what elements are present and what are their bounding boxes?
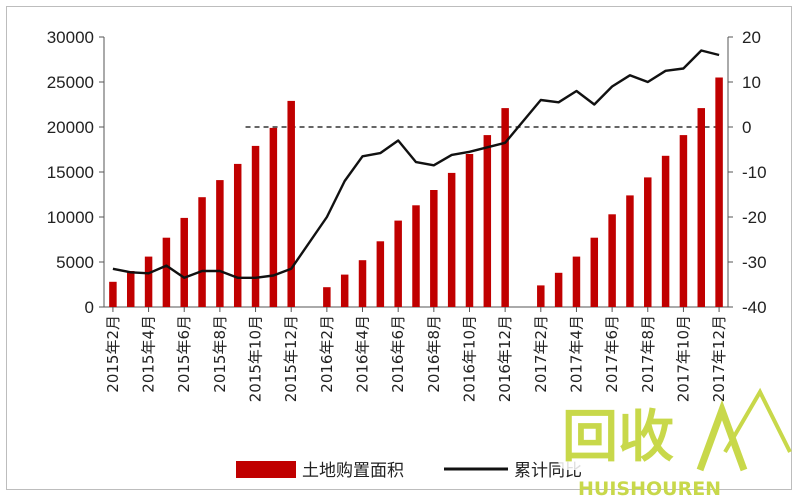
- x-tick-label: 2015年12月: [282, 315, 300, 402]
- watermark-peak2-icon: [723, 387, 792, 454]
- y-right-tick-label: -30: [742, 253, 767, 272]
- bar: [233, 163, 242, 307]
- bar: [216, 180, 224, 307]
- x-tick-label: 2016年6月: [389, 315, 407, 393]
- x-tick-label: 2015年8月: [211, 315, 229, 393]
- bar: [269, 127, 278, 308]
- watermark-text: 回收: [562, 405, 674, 470]
- chart-frame: [6, 6, 792, 490]
- x-tick-label: 2016年12月: [496, 315, 514, 402]
- x-tick-label: 2016年8月: [425, 315, 443, 393]
- y-left-tick-label: 20000: [47, 118, 94, 137]
- yoy-line: [112, 49, 720, 279]
- x-tick-label: 2016年10月: [460, 315, 478, 402]
- x-tick-label: 2015年4月: [140, 315, 158, 393]
- y-left-tick-label: 25000: [47, 73, 94, 92]
- x-tick-label: 2015年2月: [104, 315, 122, 393]
- bar: [465, 154, 474, 307]
- x-tick-label: 2015年10月: [247, 315, 265, 402]
- y-right-tick-label: 20: [742, 28, 761, 47]
- y-right-tick-label: -20: [742, 208, 767, 227]
- y-left-tick-label: 15000: [47, 163, 94, 182]
- bar: [162, 237, 171, 307]
- bar: [376, 241, 385, 307]
- bar: [358, 260, 367, 307]
- bar: [323, 287, 331, 307]
- watermark-logo: 回收 HUISHOUREN: [558, 387, 792, 500]
- bar: [590, 237, 599, 307]
- bar: [251, 145, 260, 307]
- legend-bar-swatch: [236, 461, 296, 478]
- y-left-tick-label: 0: [85, 298, 94, 317]
- legend: 土地购置面积 累计同比: [236, 461, 582, 481]
- bar: [180, 217, 188, 307]
- bar: [412, 205, 420, 307]
- bar: [661, 155, 670, 307]
- x-tick-label: 2017年2月: [532, 315, 550, 393]
- x-tick-label: 2016年4月: [354, 315, 372, 393]
- bar: [198, 197, 206, 307]
- bar: [126, 271, 135, 307]
- bar: [501, 108, 509, 307]
- bar: [447, 172, 456, 307]
- legend-bar-label: 土地购置面积: [302, 461, 404, 481]
- bar: [430, 190, 438, 307]
- bar: [340, 274, 349, 307]
- y-right-tick-label: 10: [742, 73, 761, 92]
- x-tick-label: 2015年6月: [175, 315, 193, 393]
- bar: [394, 220, 402, 307]
- y-left-tick-label: 10000: [47, 208, 94, 227]
- watermark-backdrop: [558, 398, 680, 470]
- bar: [144, 256, 153, 307]
- bar: [697, 108, 706, 307]
- bar: [554, 272, 563, 307]
- bar: [483, 135, 492, 307]
- watermark-peak-icon: [696, 399, 748, 472]
- bar: [679, 135, 688, 307]
- bar: [715, 77, 723, 307]
- y-right-tick-label: -40: [742, 298, 767, 317]
- y-left-tick-label: 5000: [56, 253, 94, 272]
- bar: [608, 214, 616, 307]
- bar: [572, 256, 581, 307]
- bar: [109, 281, 117, 307]
- watermark-subtext: HUISHOUREN: [578, 478, 721, 500]
- x-tick-label: 2017年8月: [639, 315, 657, 393]
- x-tick-label: 2017年12月: [710, 315, 728, 402]
- bar: [287, 100, 295, 308]
- bar: [537, 285, 545, 307]
- x-tick-label: 2016年2月: [318, 315, 336, 393]
- axes-layer: 0 5000 10000 15000 20000 25000 30000 -40 -30 -20 -…: [47, 28, 767, 402]
- x-tick-label: 2017年6月: [603, 315, 621, 393]
- bar: [626, 195, 634, 307]
- x-tick-label: 2017年10月: [674, 315, 692, 402]
- bar: [644, 177, 652, 307]
- y-right-tick-label: -10: [742, 163, 767, 182]
- y-right-tick-label: 0: [742, 118, 751, 137]
- y-left-tick-label: 30000: [47, 28, 94, 47]
- x-tick-label: 2017年4月: [567, 315, 585, 393]
- line-layer: [112, 49, 720, 279]
- bars-layer: [109, 77, 723, 308]
